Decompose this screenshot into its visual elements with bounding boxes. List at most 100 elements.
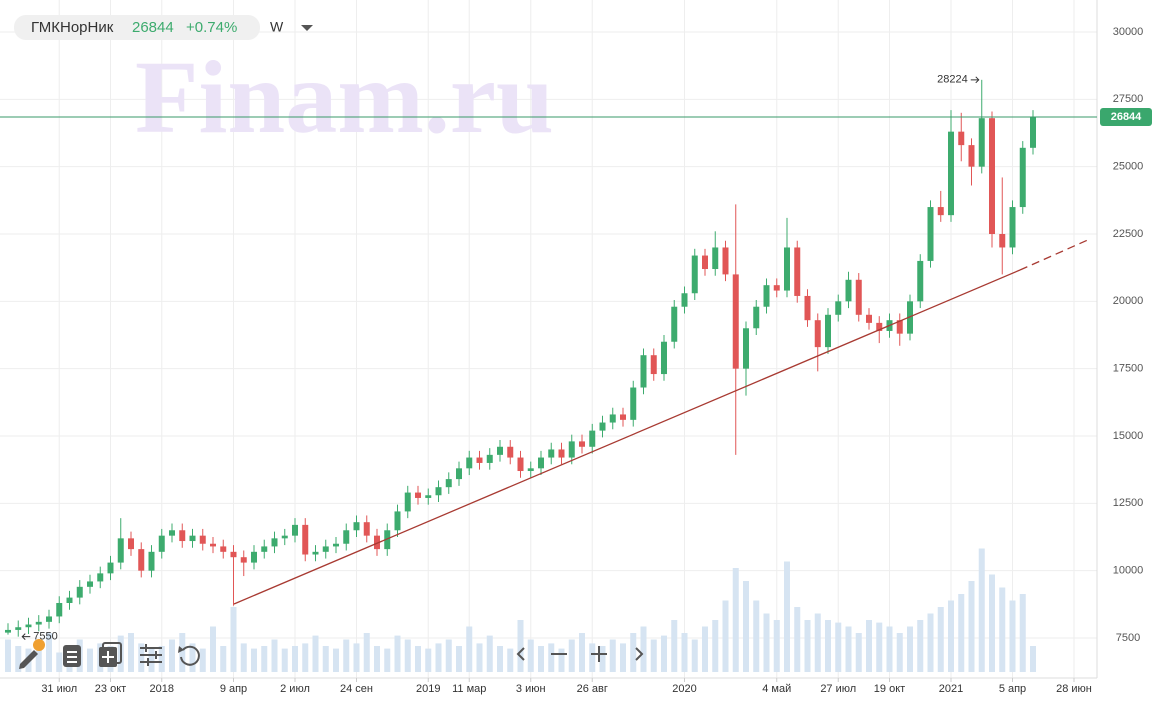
list-tool[interactable] xyxy=(63,645,81,667)
candle-body xyxy=(302,524,309,555)
volume-bar xyxy=(5,639,11,672)
x-tick-label: 2020 xyxy=(672,683,696,695)
candle-body xyxy=(343,530,350,544)
volume-bar xyxy=(866,620,872,672)
candle-body xyxy=(825,314,831,348)
volume-bar xyxy=(609,639,616,672)
candle-body xyxy=(568,441,575,458)
candle-layer xyxy=(5,79,1036,637)
candle-body xyxy=(251,551,257,563)
volume-bar xyxy=(148,648,155,672)
candle-body xyxy=(415,492,421,498)
volume-bar xyxy=(927,613,934,672)
volume-bar xyxy=(199,648,206,672)
candle-body xyxy=(773,285,780,291)
candle-body xyxy=(661,341,667,375)
candle-body xyxy=(527,468,534,472)
volume-bar xyxy=(896,633,903,672)
volume-bar xyxy=(445,639,452,672)
volume-bar xyxy=(650,639,657,672)
zoom-in[interactable] xyxy=(591,646,607,662)
volume-bar xyxy=(415,646,421,672)
candle-body xyxy=(25,624,32,628)
volume-bar xyxy=(138,643,145,672)
candle-body xyxy=(220,546,227,552)
candle-body xyxy=(927,207,934,261)
volume-bar xyxy=(722,600,729,672)
interval-dropdown[interactable] xyxy=(301,25,313,31)
volume-bar xyxy=(1030,646,1036,672)
volume-bar xyxy=(794,607,801,672)
candle-body xyxy=(907,301,913,334)
candle-body xyxy=(363,522,370,536)
candle-body xyxy=(538,457,544,469)
candle-body xyxy=(691,255,698,294)
volume-bar xyxy=(958,594,965,672)
volume-bar xyxy=(620,643,626,672)
volume-bar xyxy=(589,643,596,672)
volume-bar xyxy=(989,574,995,672)
candle-body xyxy=(517,457,524,472)
volume-bar xyxy=(527,639,534,672)
candle-body xyxy=(322,546,329,552)
volume-bar xyxy=(374,646,380,672)
candle-body xyxy=(1030,116,1036,148)
volume-bar xyxy=(404,639,411,672)
candle-body xyxy=(609,414,616,423)
candle-body xyxy=(117,538,124,563)
y-tick-label: 12500 xyxy=(1113,497,1144,509)
volume-bar xyxy=(1019,594,1026,672)
candle-body xyxy=(97,573,104,582)
volume-bar xyxy=(435,643,442,672)
x-tick-label: 3 июн xyxy=(516,683,546,695)
volume-bar xyxy=(35,643,42,672)
volume-bar xyxy=(917,620,924,672)
add-indicator[interactable] xyxy=(99,642,122,667)
candle-body xyxy=(35,621,42,625)
volume-bar xyxy=(1009,600,1016,672)
candle-body xyxy=(896,320,903,334)
axis: 7500 10000 12500 15000 17500 20000 22500 25000 2… xyxy=(0,26,1152,695)
scroll-right[interactable] xyxy=(635,647,644,661)
candle-body xyxy=(281,535,288,539)
candle-body xyxy=(671,306,678,342)
x-tick-label: 9 апр xyxy=(220,683,247,695)
candle-body xyxy=(230,551,237,558)
volume-bar xyxy=(240,643,247,672)
reset[interactable] xyxy=(180,645,200,666)
volume-bar xyxy=(322,646,329,672)
volume-bar xyxy=(425,648,432,672)
volume-bar xyxy=(158,646,165,672)
volume-bar xyxy=(845,626,852,672)
candle-body xyxy=(445,479,452,488)
last-price-badge xyxy=(1100,107,1152,126)
candle-body xyxy=(722,247,729,275)
candle-body xyxy=(56,602,63,617)
volume-bar xyxy=(558,648,565,672)
candle-body xyxy=(189,535,196,542)
volume-bar xyxy=(46,633,52,672)
candle-body xyxy=(333,543,339,547)
candle-body xyxy=(158,535,165,552)
ticker-pill[interactable] xyxy=(14,15,260,40)
candle-body xyxy=(732,274,739,369)
volume-bar xyxy=(732,568,739,672)
candle-body xyxy=(1019,147,1026,208)
candle-body xyxy=(968,145,975,167)
scroll-left[interactable] xyxy=(516,647,525,661)
last-price-label: 26844 xyxy=(1111,111,1142,123)
candle-body xyxy=(261,546,268,552)
candle-body xyxy=(917,260,924,302)
settings[interactable] xyxy=(140,644,162,666)
volume-bar xyxy=(189,643,196,672)
candle-body xyxy=(76,586,83,598)
candle-body xyxy=(650,355,657,375)
interval[interactable]: W xyxy=(270,19,284,35)
volume-bar xyxy=(281,648,288,672)
volume-bar xyxy=(835,622,842,672)
volume-bar xyxy=(784,561,790,672)
draw-tool[interactable] xyxy=(19,639,45,669)
x-tick-label: 2019 xyxy=(416,683,440,695)
trend-line xyxy=(233,269,1021,605)
